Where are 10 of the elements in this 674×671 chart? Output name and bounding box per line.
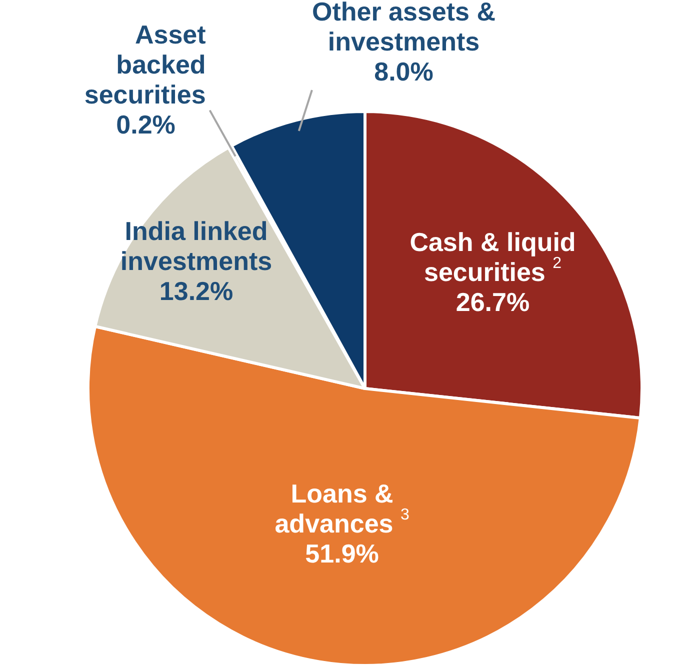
slice-label: Asset backed securities [84,19,206,110]
slice-label: India linked investments [120,216,272,276]
data-label: 26.7% [456,286,530,317]
data-label: 0.2% [116,109,176,140]
slice-label: Cash & liquid securities 2 [410,226,576,287]
data-label: 13.2% [159,276,234,306]
data-label: 8.0% [374,56,434,86]
slice-label: Loans & advances 3 [274,478,410,538]
slice-label: Other assets & investments [312,0,496,56]
data-label: 51.9% [305,538,379,568]
